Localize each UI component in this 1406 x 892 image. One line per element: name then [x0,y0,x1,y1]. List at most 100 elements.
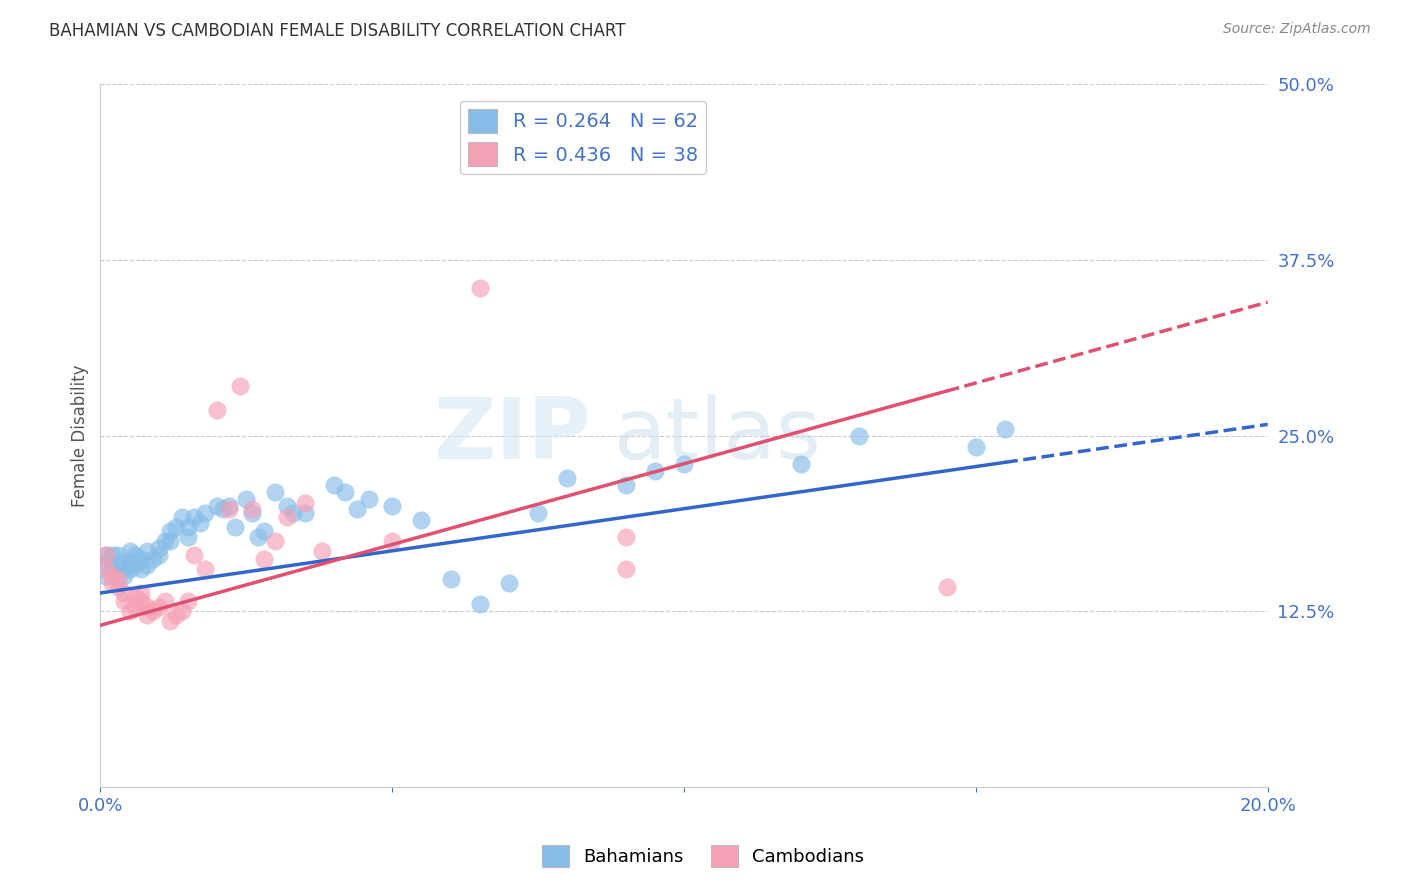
Point [165,520,187,534]
Point [96,555,118,569]
Point [159,534,181,549]
Point [136,600,159,615]
Point [170,510,193,524]
Point [381,499,404,513]
Point [136,558,159,572]
Point [101,548,124,562]
Point [240,501,263,516]
Point [218,501,240,516]
Point [142,604,165,618]
Point [790,457,813,471]
Point [124,600,146,615]
Point [136,544,159,558]
Point [994,422,1017,436]
Point [240,506,263,520]
Point [294,506,316,520]
Point [107,555,129,569]
Point [101,569,124,583]
Point [294,496,316,510]
Point [124,590,146,604]
Point [124,558,146,572]
Point [264,484,287,499]
Point [357,491,380,506]
Point [118,544,141,558]
Point [124,548,146,562]
Point [235,491,257,506]
Point [672,457,695,471]
Point [224,520,246,534]
Point [965,440,987,454]
Point [194,562,217,576]
Point [411,513,433,527]
Point [468,281,491,295]
Point [346,501,368,516]
Point [112,562,135,576]
Point [142,552,165,566]
Point [281,506,304,520]
Point [177,594,200,608]
Point [118,555,141,569]
Point [118,562,141,576]
Point [468,597,491,611]
Point [170,604,193,618]
Point [96,562,118,576]
Point [101,562,124,576]
Point [136,608,159,623]
Point [112,594,135,608]
Point [614,530,637,544]
Text: Source: ZipAtlas.com: Source: ZipAtlas.com [1223,22,1371,37]
Point [614,478,637,492]
Point [555,471,578,485]
Legend: R = 0.264   N = 62, R = 0.436   N = 38: R = 0.264 N = 62, R = 0.436 N = 38 [460,101,706,174]
Text: ZIP: ZIP [433,394,591,477]
Point [148,548,170,562]
Point [159,614,181,628]
Point [246,530,269,544]
Point [107,548,129,562]
Point [253,524,276,538]
Y-axis label: Female Disability: Female Disability [72,365,89,507]
Point [165,608,187,623]
Point [276,510,298,524]
Point [118,604,141,618]
Point [276,499,298,513]
Point [644,464,666,478]
Text: BAHAMIAN VS CAMBODIAN FEMALE DISABILITY CORRELATION CHART: BAHAMIAN VS CAMBODIAN FEMALE DISABILITY … [49,22,626,40]
Point [177,520,200,534]
Point [159,524,181,538]
Point [439,572,461,586]
Point [264,534,287,549]
Point [935,580,957,594]
Legend: Bahamians, Cambodians: Bahamians, Cambodians [534,838,872,874]
Point [129,562,152,576]
Point [527,506,550,520]
Point [205,403,228,417]
Point [148,541,170,555]
Point [129,552,152,566]
Point [183,548,205,562]
Point [96,548,118,562]
Point [498,576,520,591]
Point [112,586,135,600]
Point [177,530,200,544]
Point [129,586,152,600]
Point [129,594,152,608]
Point [335,484,357,499]
Point [101,576,124,591]
Point [112,569,135,583]
Point [194,506,217,520]
Point [101,562,124,576]
Point [848,428,870,442]
Point [188,516,211,530]
Point [218,499,240,513]
Point [381,534,404,549]
Point [229,379,252,393]
Point [153,534,176,549]
Point [322,478,344,492]
Point [96,569,118,583]
Point [205,499,228,513]
Point [311,544,333,558]
Point [107,580,129,594]
Point [148,600,170,615]
Point [96,548,118,562]
